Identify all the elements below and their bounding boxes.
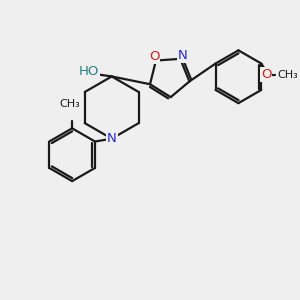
Text: CH₃: CH₃ [60,99,81,110]
Text: HO: HO [79,65,99,78]
Text: CH₃: CH₃ [277,70,298,80]
Text: O: O [261,68,271,81]
Text: O: O [149,50,159,63]
Text: N: N [178,49,188,62]
Text: N: N [107,132,117,145]
